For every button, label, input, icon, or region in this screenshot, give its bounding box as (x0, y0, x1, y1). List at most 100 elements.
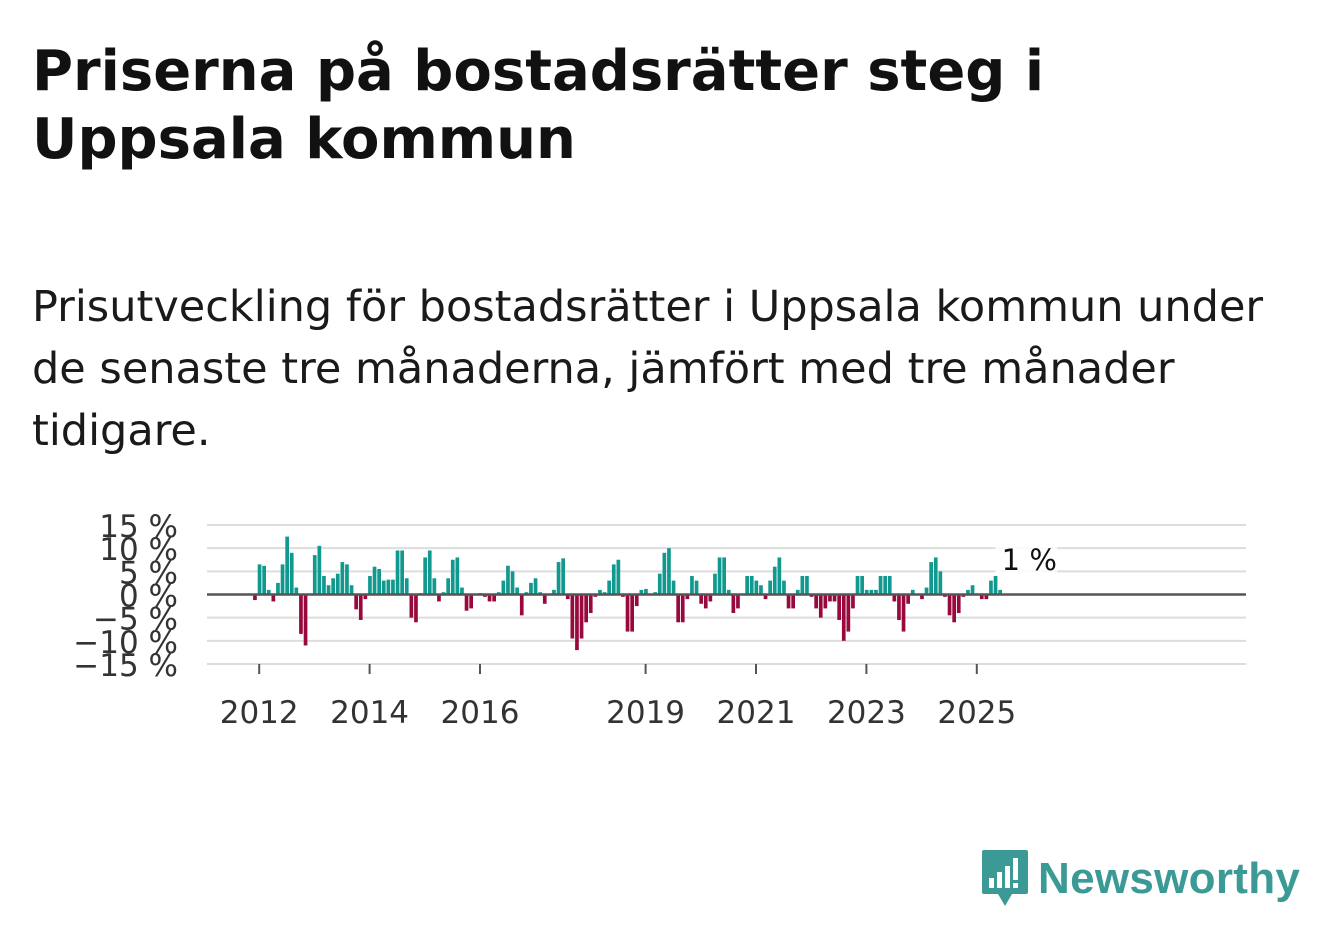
bar (892, 594, 897, 602)
bar (878, 575, 883, 595)
x-tick-label: 2023 (827, 695, 906, 731)
bar (409, 594, 414, 618)
bar (846, 594, 851, 632)
bar (745, 575, 749, 595)
bar (667, 548, 671, 595)
bar (414, 594, 418, 623)
bar (887, 575, 892, 595)
bar (662, 552, 667, 595)
bar (354, 594, 358, 610)
bar (763, 594, 768, 600)
bar (584, 594, 588, 623)
bar (257, 564, 262, 595)
bar (381, 580, 386, 595)
bar (657, 573, 662, 595)
bar (864, 589, 869, 595)
bar (345, 564, 349, 595)
bar (303, 594, 308, 646)
bar (699, 594, 703, 604)
bar (607, 580, 611, 595)
y-tick-label: 5 % (119, 555, 178, 591)
x-tick-label: 2019 (606, 695, 685, 731)
bar (901, 594, 906, 632)
bar (805, 575, 809, 595)
bar (501, 580, 506, 595)
bar (253, 594, 257, 601)
bar (984, 594, 989, 600)
bar (262, 565, 266, 595)
bar (777, 557, 782, 595)
x-axis-labels: 2012 2014 2016 2019 2021 2023 2025 (220, 664, 1016, 731)
bar (970, 585, 975, 595)
bar (280, 564, 285, 595)
bar (855, 575, 860, 595)
bar (717, 557, 722, 595)
x-tick-label: 2014 (330, 695, 409, 731)
bar (828, 594, 832, 602)
bar (510, 571, 515, 595)
bar (726, 589, 731, 595)
bar (423, 557, 427, 595)
bar (690, 575, 694, 595)
bar (938, 571, 943, 595)
x-tick-label: 2025 (937, 695, 1016, 731)
bar (639, 589, 644, 595)
bar (869, 589, 874, 595)
bar (363, 594, 368, 600)
bar (616, 559, 621, 595)
bar (897, 594, 901, 620)
newsworthy-logo[interactable]: Newsworthy (980, 848, 1300, 910)
annotations: 1 % (995, 540, 1058, 577)
bar (427, 550, 432, 595)
bar (542, 594, 547, 604)
bar (322, 575, 326, 595)
bar (437, 594, 441, 602)
bar (450, 559, 455, 595)
bar (372, 566, 377, 595)
bars (253, 536, 1002, 651)
bar (713, 573, 717, 595)
y-axis-labels: 15 %10 %5 %0 %−5 %−10 %−15 % (73, 509, 178, 684)
bar (561, 558, 565, 595)
y-tick-label: −5 % (93, 602, 178, 638)
x-tick-label: 2012 (220, 695, 299, 731)
bar (998, 589, 1002, 595)
bar (611, 564, 616, 595)
bar (786, 594, 791, 609)
bar (276, 582, 280, 595)
bar (289, 552, 294, 595)
bar (749, 575, 754, 595)
bar (795, 589, 800, 595)
y-tick-label: 0 % (119, 579, 178, 615)
newsworthy-logo-text: Newsworthy (1038, 854, 1301, 903)
bar (933, 557, 938, 595)
bar (671, 580, 676, 595)
bar (358, 594, 363, 620)
bar (920, 594, 924, 600)
bar (271, 594, 276, 602)
annotation-label: 1 % (1002, 543, 1057, 577)
bar (680, 594, 685, 623)
bar (736, 594, 740, 609)
bar (519, 594, 524, 616)
chart-title: Priserna på bostadsrätter steg i Uppsala… (32, 39, 1045, 172)
bar (993, 575, 998, 595)
bar (685, 594, 690, 600)
bar (837, 594, 841, 620)
bar (841, 594, 846, 641)
bar (400, 550, 404, 595)
bar (782, 580, 786, 595)
bar (570, 594, 575, 639)
bar (529, 582, 533, 595)
bar (487, 594, 492, 602)
bar (335, 573, 340, 595)
bar (294, 587, 299, 595)
bar (368, 575, 372, 595)
bar (722, 557, 726, 595)
bar (906, 594, 910, 604)
bar (832, 594, 837, 602)
bar (285, 536, 289, 595)
bar (506, 565, 510, 595)
bar (598, 589, 602, 595)
bar (708, 594, 713, 602)
